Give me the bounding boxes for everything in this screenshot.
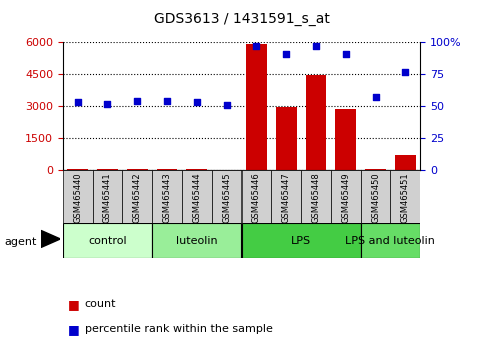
Text: luteolin: luteolin [176, 236, 218, 246]
Bar [67, 169, 88, 170]
Bar [127, 169, 148, 170]
Point [74, 99, 82, 105]
Bar [335, 109, 356, 170]
Polygon shape [41, 230, 60, 247]
Text: ■: ■ [68, 298, 79, 311]
Bar [93, 170, 122, 223]
Bar [182, 170, 212, 223]
Text: GSM465444: GSM465444 [192, 172, 201, 223]
Text: GSM465446: GSM465446 [252, 172, 261, 223]
Bar [331, 170, 361, 223]
Point [401, 69, 409, 75]
Bar [152, 223, 242, 258]
Bar [152, 170, 182, 223]
Bar [361, 223, 420, 258]
Point [193, 99, 201, 105]
Point [342, 51, 350, 57]
Bar [390, 170, 420, 223]
Bar [301, 170, 331, 223]
Bar [212, 170, 242, 223]
Text: percentile rank within the sample: percentile rank within the sample [85, 324, 272, 334]
Point [312, 44, 320, 49]
Text: GSM465442: GSM465442 [133, 172, 142, 223]
Text: LPS and luteolin: LPS and luteolin [345, 236, 435, 246]
Point [133, 98, 141, 104]
Bar [271, 170, 301, 223]
Text: agent: agent [5, 238, 37, 247]
Text: GSM465451: GSM465451 [401, 172, 410, 223]
Point [253, 44, 260, 49]
Bar [242, 223, 361, 258]
Bar [306, 75, 327, 170]
Text: GSM465440: GSM465440 [73, 172, 82, 223]
Bar [122, 170, 152, 223]
Bar [361, 170, 390, 223]
Text: count: count [85, 299, 116, 309]
Point [104, 101, 112, 107]
Bar [63, 170, 93, 223]
Point [372, 95, 380, 100]
Bar [395, 155, 416, 170]
Text: GSM465445: GSM465445 [222, 172, 231, 223]
Text: GSM465448: GSM465448 [312, 172, 320, 223]
Bar [97, 169, 118, 170]
Bar [186, 169, 207, 170]
Point [163, 98, 171, 104]
Bar [63, 223, 152, 258]
Text: GSM465441: GSM465441 [103, 172, 112, 223]
Point [282, 51, 290, 57]
Point [223, 102, 230, 108]
Bar [276, 107, 297, 170]
Text: GSM465443: GSM465443 [163, 172, 171, 223]
Bar [242, 170, 271, 223]
Text: ■: ■ [68, 323, 79, 336]
Text: GDS3613 / 1431591_s_at: GDS3613 / 1431591_s_at [154, 12, 329, 27]
Bar [365, 169, 386, 170]
Bar [246, 44, 267, 170]
Text: LPS: LPS [291, 236, 311, 246]
Text: GSM465449: GSM465449 [341, 172, 350, 223]
Text: GSM465447: GSM465447 [282, 172, 291, 223]
Text: GSM465450: GSM465450 [371, 172, 380, 223]
Text: control: control [88, 236, 127, 246]
